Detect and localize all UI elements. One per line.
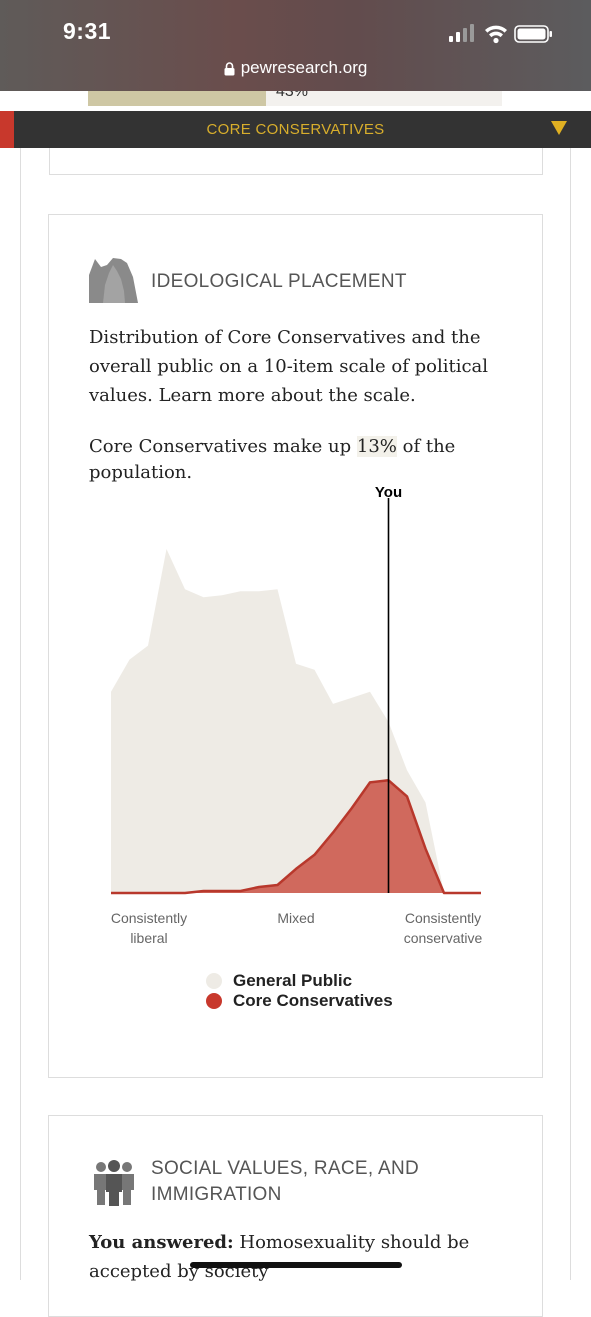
home-indicator[interactable]: [190, 1262, 402, 1268]
previous-bar-chart: 43%: [88, 91, 502, 106]
clock: 9:31: [63, 18, 112, 44]
legend-label-core-conservatives: Core Conservatives: [233, 991, 393, 1010]
population-share-text: Core Conservatives make up 13% of the po…: [89, 434, 529, 486]
previous-bar: [88, 91, 266, 106]
previous-card-bottom: [49, 148, 543, 175]
answer-text: You answered: Homosexuality should be ac…: [89, 1228, 509, 1286]
status-bar: 9:31 pewresearch.org: [0, 0, 591, 91]
signal-icon: [449, 24, 474, 42]
share-prefix: Core Conservatives make up: [89, 436, 357, 457]
share-suffix: of the population.: [89, 436, 456, 483]
column-border-left: [20, 148, 21, 1280]
lock-icon: [224, 61, 235, 76]
dropdown-caret-icon[interactable]: [551, 121, 567, 135]
legend-item-core-conservatives: Core Conservatives: [206, 991, 393, 1011]
previous-percent: 43%: [276, 91, 309, 100]
x-tick-label: Consistently liberal: [111, 910, 187, 946]
battery-icon: [514, 25, 552, 43]
column-border-right: [570, 148, 571, 1280]
ideology-distribution-chart: You Consistently liberal Mixed Consistently c…: [111, 484, 483, 946]
legend-item-general-public: General Public: [206, 971, 393, 991]
social-values-card: SOCIAL VALUES, RACE, AND IMMIGRATION You…: [48, 1115, 543, 1317]
people-group-icon: [94, 1160, 134, 1206]
x-tick-label: Consistently conservative: [404, 910, 483, 946]
system-icons: [449, 24, 553, 48]
url-text: pewresearch.org: [240, 58, 368, 77]
section-title: IDEOLOGICAL PLACEMENT: [151, 271, 407, 292]
distribution-icon: [89, 258, 138, 303]
group-name-label: CORE CONSERVATIVES: [206, 121, 385, 138]
legend-swatch-core-conservatives: [206, 993, 222, 1009]
ideological-placement-card: IDEOLOGICAL PLACEMENT Distribution of Co…: [48, 214, 543, 1078]
answer-label: You answered:: [89, 1232, 234, 1253]
address-bar[interactable]: pewresearch.org: [0, 58, 591, 78]
x-tick-label: Mixed: [277, 910, 314, 926]
chart-description: Distribution of Core Conservatives and t…: [89, 327, 489, 406]
legend-label-general-public: General Public: [233, 971, 353, 990]
wifi-icon: [485, 25, 507, 44]
you-marker-label: You: [375, 484, 402, 501]
sticky-group-nav[interactable]: CORE CONSERVATIVES: [0, 111, 591, 148]
chart-legend: General Public Core Conservatives: [206, 971, 393, 1011]
accent-stripe: [0, 111, 14, 148]
series-line-core-conservatives: [111, 779, 481, 895]
section-title: SOCIAL VALUES, RACE, AND IMMIGRATION: [151, 1158, 420, 1205]
share-value: 13%: [356, 436, 397, 457]
legend-swatch-general-public: [206, 973, 222, 989]
series-area-general-public: [111, 549, 481, 893]
